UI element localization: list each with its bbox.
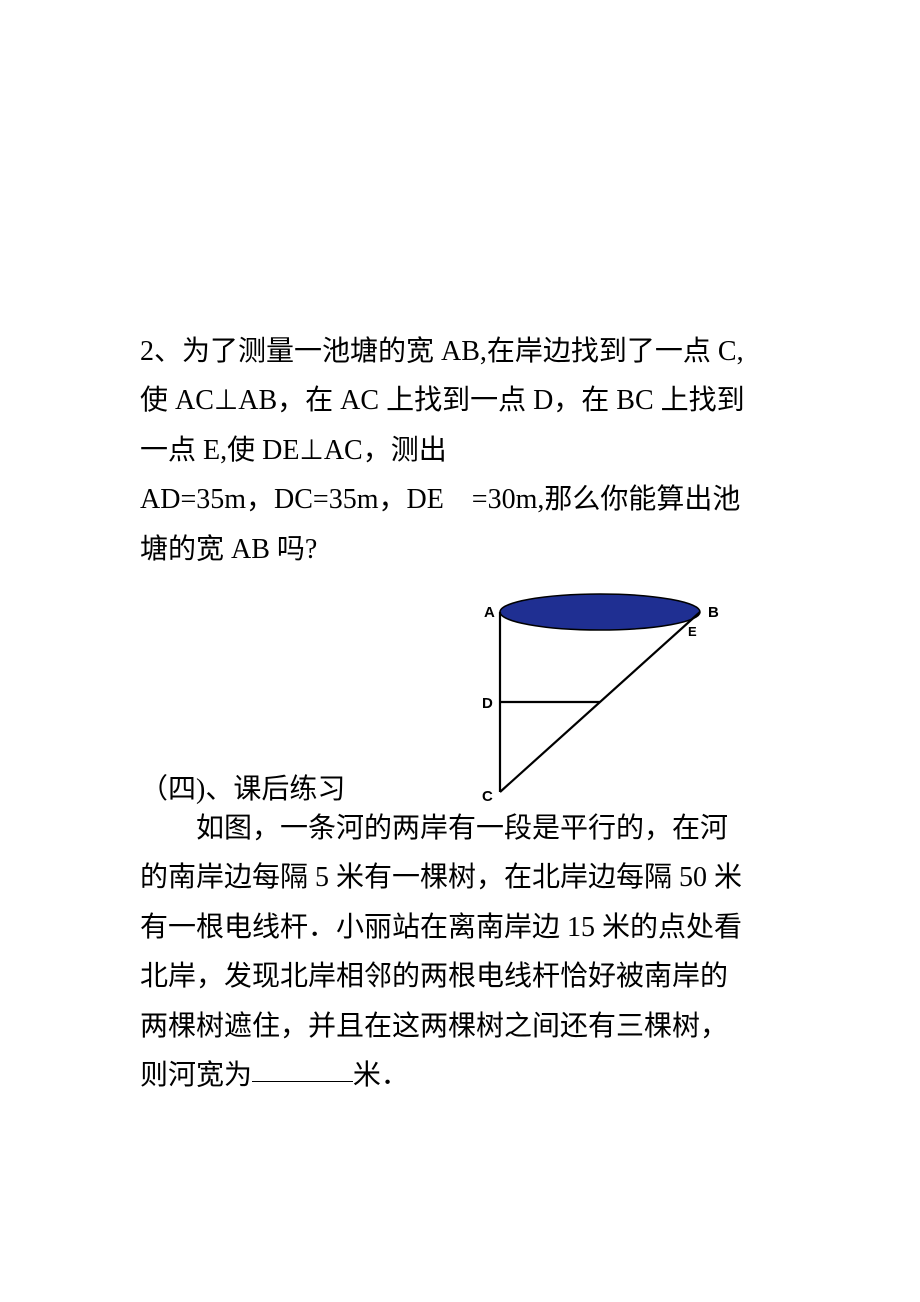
problem2-line1: 2、为了测量一池塘的宽 AB,在岸边找到了一点 C,: [140, 330, 810, 373]
pond-svg: A B E D C: [430, 582, 730, 812]
page: 2、为了测量一池塘的宽 AB,在岸边找到了一点 C, 使 AC⊥AB，在 AC …: [0, 0, 920, 1302]
figure-and-section-title-row: （四)、课后练习 A B E D C: [140, 577, 810, 807]
label-C: C: [482, 788, 493, 805]
section4-body6-before: 则河宽为: [140, 1060, 252, 1091]
section4-body6-after: 米．: [353, 1060, 409, 1091]
fill-in-blank[interactable]: [252, 1053, 353, 1082]
problem2-line3: 一点 E,使 DE⊥AC，测出: [140, 429, 810, 472]
section4-body-line2: 的南岸边每隔 5 米有一棵树，在北岸边每隔 50 米: [140, 856, 810, 899]
problem2-line4: AD=35m，DC=35m，DE =30m,那么你能算出池: [140, 478, 810, 521]
section4-body-line4: 北岸，发现北岸相邻的两根电线杆恰好被南岸的: [140, 955, 810, 998]
section4-body-line6: 则河宽为 米．: [140, 1054, 810, 1097]
problem2-line5: 塘的宽 AB 吗?: [140, 528, 810, 571]
pond-figure: A B E D C: [430, 582, 730, 817]
section-four-title: （四)、课后练习: [140, 767, 345, 807]
pond-ellipse: [500, 594, 700, 630]
label-D: D: [482, 695, 493, 712]
label-B: B: [708, 604, 719, 621]
label-E: E: [688, 624, 697, 639]
section4-body-line5: 两棵树遮住，并且在这两棵树之间还有三棵树，: [140, 1005, 810, 1048]
problem2-line2: 使 AC⊥AB，在 AC 上找到一点 D，在 BC 上找到: [140, 379, 810, 422]
label-A: A: [484, 604, 495, 621]
section4-body-line3: 有一根电线杆．小丽站在离南岸边 15 米的点处看: [140, 906, 810, 949]
